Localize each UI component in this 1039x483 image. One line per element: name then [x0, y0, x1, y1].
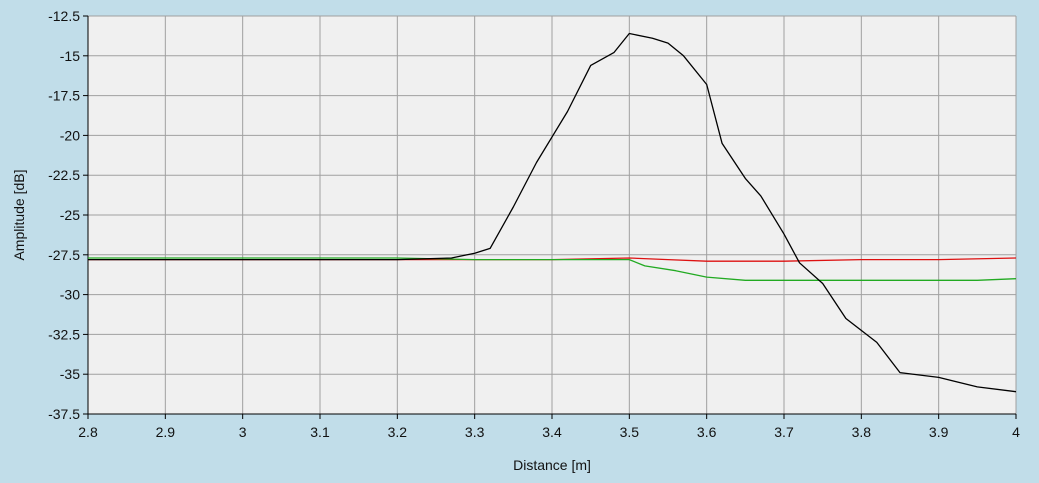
y-tick-label: -30 — [60, 287, 80, 303]
y-tick-label: -17.5 — [48, 88, 80, 104]
y-tick-label: -35 — [60, 366, 80, 382]
x-tick-label: 3.2 — [388, 424, 408, 440]
x-tick-label: 3.9 — [929, 424, 949, 440]
y-tick-label: -25 — [60, 207, 80, 223]
x-tick-label: 2.8 — [78, 424, 98, 440]
x-axis-ticks: 2.8 2.9 3 3.1 3.2 3.3 3.4 3.5 3.6 3.7 3.8 3.9 4 — [78, 414, 1020, 440]
y-tick-label: -22.5 — [48, 167, 80, 183]
x-tick-label: 3.6 — [697, 424, 717, 440]
y-tick-label: -20 — [60, 127, 80, 143]
x-tick-label: 3 — [239, 424, 247, 440]
x-tick-label: 3.8 — [852, 424, 872, 440]
y-tick-label: -32.5 — [48, 326, 80, 342]
y-tick-label: -12.5 — [48, 8, 80, 24]
y-axis-label: Amplitude [dB] — [11, 169, 27, 260]
x-tick-label: 3.5 — [620, 424, 640, 440]
y-tick-label: -27.5 — [48, 247, 80, 263]
x-tick-label: 3.7 — [774, 424, 794, 440]
series-line — [88, 257, 1017, 281]
y-tick-label: -37.5 — [48, 406, 80, 422]
series-layer — [88, 32, 1017, 393]
x-tick-label: 3.4 — [542, 424, 562, 440]
x-tick-label: 4 — [1012, 424, 1020, 440]
y-axis-ticks: -12.5 -15 -17.5 -20 -22.5 -25 -27.5 -30 -32.5 -35… — [48, 8, 88, 422]
series-line — [88, 32, 1017, 393]
x-tick-label: 3.1 — [310, 424, 330, 440]
y-tick-label: -15 — [60, 48, 80, 64]
x-axis-label: Distance [m] — [513, 457, 591, 473]
x-tick-label: 2.9 — [156, 424, 176, 440]
grid-lines — [87, 15, 1017, 415]
x-tick-label: 3.3 — [465, 424, 485, 440]
